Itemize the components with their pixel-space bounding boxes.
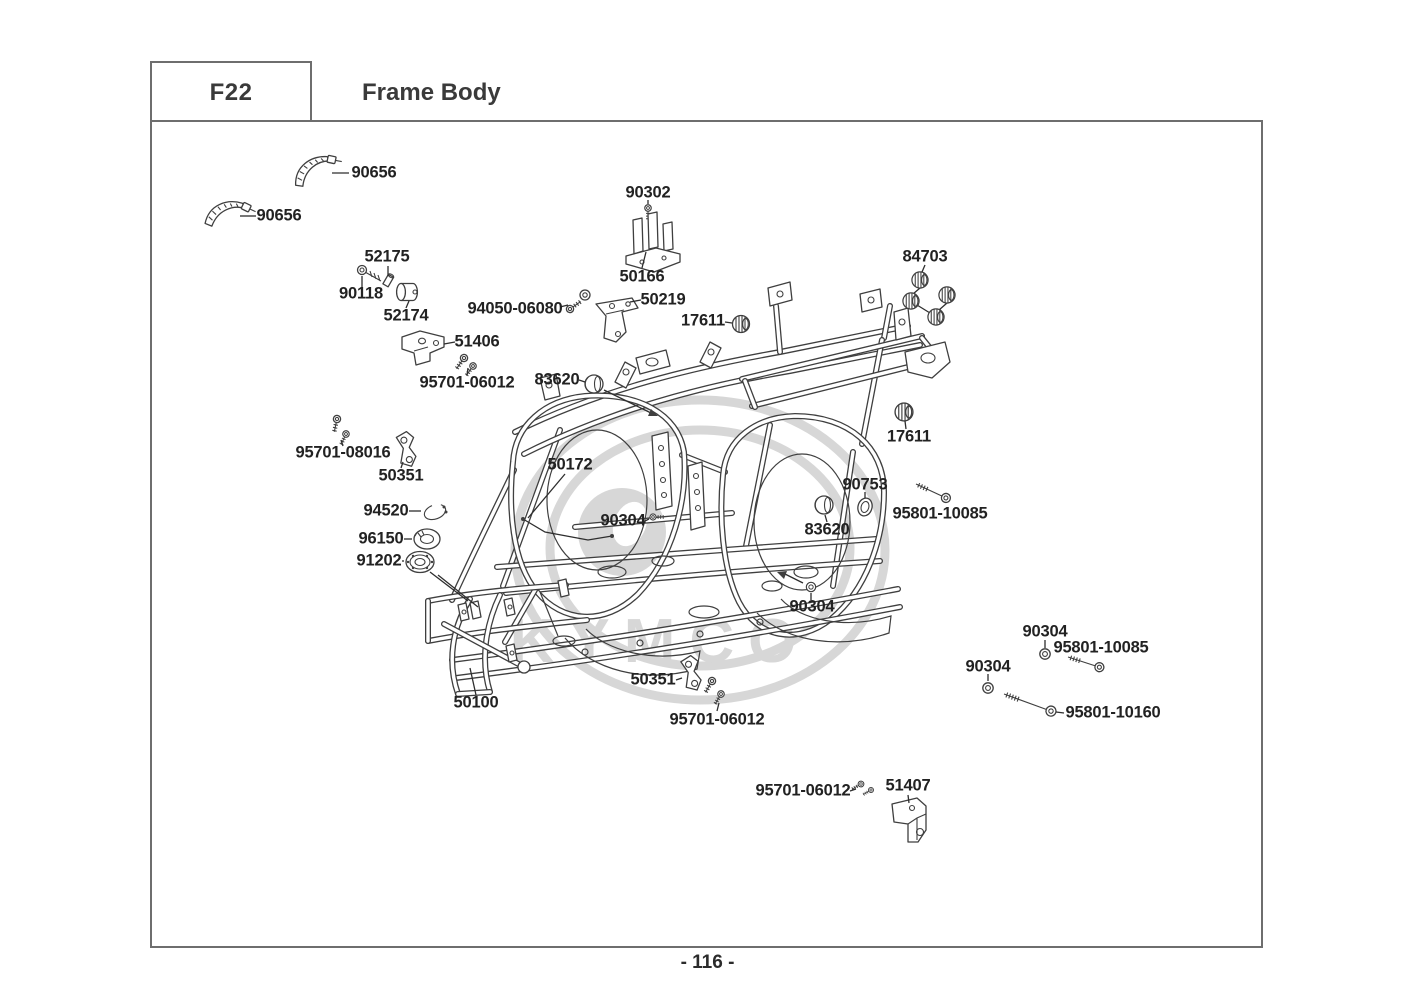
part-label-50172: 50172 — [547, 455, 593, 474]
part-label-17611-1: 17611 — [681, 311, 725, 330]
part-label-95701-06012-1: 95701-06012 — [419, 373, 515, 392]
part-label-52174: 52174 — [383, 306, 429, 325]
part-label-50351-1: 50351 — [378, 466, 424, 485]
part-label-95701-08016: 95701-08016 — [295, 443, 391, 462]
part-label-95701-06012-2: 95701-06012 — [669, 710, 765, 729]
part-label-95801-10085-2: 95801-10085 — [1053, 638, 1149, 657]
part-label-50219: 50219 — [640, 290, 686, 309]
part-label-90656-2: 90656 — [256, 206, 302, 225]
part-label-95701-06012-3: 95701-06012 — [755, 781, 851, 800]
part-label-90304-3: 90304 — [1022, 622, 1068, 641]
part-label-83620-1: 83620 — [534, 370, 580, 389]
part-label-50351-2: 50351 — [630, 670, 676, 689]
part-label-90304-2: 90304 — [789, 597, 835, 616]
part-label-51406: 51406 — [454, 332, 500, 351]
part-label-90118: 90118 — [339, 284, 383, 303]
part-label-83620-2: 83620 — [804, 520, 850, 539]
part-label-90302: 90302 — [625, 183, 671, 202]
part-label-90304-1: 90304 — [600, 511, 646, 530]
part-label-95801-10160: 95801-10160 — [1065, 703, 1161, 722]
diagram-border — [150, 120, 1263, 948]
part-label-90304-4: 90304 — [965, 657, 1011, 676]
page-number: - 116 - — [680, 952, 735, 973]
part-label-52175: 52175 — [364, 247, 410, 266]
part-label-90656-1: 90656 — [351, 163, 397, 182]
section-code-box: F22 — [150, 61, 312, 122]
part-label-94520: 94520 — [363, 501, 409, 520]
part-label-50100: 50100 — [453, 693, 499, 712]
section-code: F22 — [209, 78, 253, 106]
part-label-91202: 91202 — [356, 551, 402, 570]
part-label-90753: 90753 — [842, 475, 888, 494]
page-title: Frame Body — [362, 79, 501, 106]
part-label-94050-06080: 94050-06080 — [467, 299, 563, 318]
part-label-17611-2: 17611 — [887, 427, 931, 446]
part-label-95801-10085-1: 95801-10085 — [892, 504, 988, 523]
part-label-51407: 51407 — [885, 776, 931, 795]
part-label-84703: 84703 — [902, 247, 948, 266]
part-label-50166: 50166 — [619, 267, 665, 286]
part-label-96150: 96150 — [358, 529, 404, 548]
